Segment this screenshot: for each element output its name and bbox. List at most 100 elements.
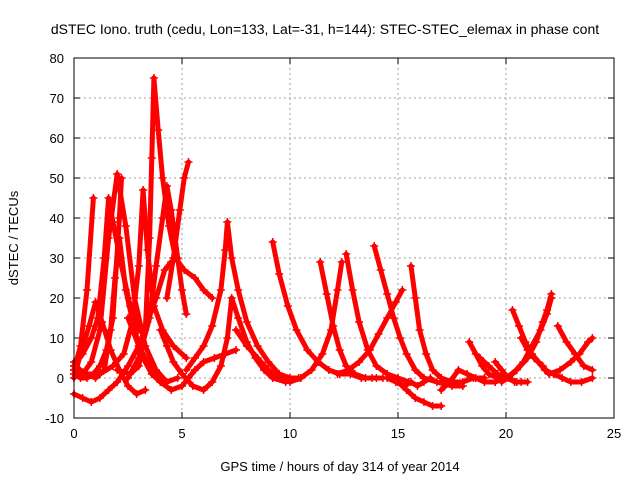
data-point	[437, 386, 446, 394]
data-point	[124, 374, 132, 382]
data-point	[566, 358, 575, 366]
data-point	[545, 370, 554, 378]
data-point	[78, 394, 87, 402]
series-line	[335, 287, 405, 377]
data-series-arc-16	[316, 258, 381, 382]
data-point	[178, 286, 186, 294]
data-point	[223, 334, 232, 342]
data-point	[396, 334, 405, 342]
data-series-arc-33	[70, 174, 126, 382]
data-point	[216, 362, 225, 370]
data-series-arc-32	[545, 334, 597, 378]
data-point	[428, 402, 437, 410]
data-point	[117, 174, 126, 182]
data-point	[98, 318, 107, 326]
data-series-arc-23	[437, 366, 500, 394]
data-point	[547, 294, 556, 302]
y-tick-label: 60	[50, 131, 64, 146]
data-point	[437, 402, 446, 410]
data-series-arc-22	[383, 374, 435, 390]
y-tick-label: 30	[50, 251, 64, 266]
data-point	[242, 318, 251, 326]
data-point	[108, 362, 117, 370]
data-point	[167, 386, 176, 394]
data-point	[82, 374, 91, 382]
data-point	[329, 322, 338, 330]
data-point	[514, 322, 523, 330]
data-point	[184, 158, 193, 166]
data-point	[162, 342, 171, 350]
chart-title: dSTEC Iono. truth (cedu, Lon=133, Lat=-3…	[51, 21, 599, 37]
data-point	[182, 354, 191, 362]
data-point	[314, 358, 323, 366]
data-series-arc-13	[182, 218, 305, 382]
data-point	[190, 366, 199, 374]
data-point	[132, 390, 141, 398]
data-point	[411, 366, 420, 374]
data-point	[517, 334, 526, 342]
data-point	[216, 286, 225, 294]
data-point	[419, 398, 428, 406]
data-point	[227, 294, 236, 302]
data-point	[87, 398, 96, 406]
data-point	[124, 362, 132, 370]
data-point	[91, 298, 100, 306]
data-point	[476, 354, 485, 362]
data-point	[355, 358, 364, 366]
data-point	[180, 174, 189, 182]
data-point	[145, 234, 154, 242]
data-point	[162, 182, 171, 190]
data-point	[374, 330, 383, 338]
data-point	[575, 350, 584, 358]
data-point	[484, 362, 493, 370]
data-point	[82, 286, 91, 294]
data-point	[104, 194, 113, 202]
data-layer	[70, 74, 597, 410]
data-point	[134, 342, 143, 350]
y-tick-label: -10	[45, 411, 64, 426]
data-point	[117, 262, 126, 270]
data-point	[160, 266, 169, 274]
data-point	[87, 334, 96, 342]
x-axis-label: GPS time / hours of day 314 of year 2014	[220, 459, 459, 474]
data-point	[389, 314, 398, 322]
data-point	[95, 394, 104, 402]
data-point	[588, 366, 597, 374]
data-point	[337, 258, 346, 266]
data-point	[145, 314, 154, 322]
data-point	[296, 374, 305, 382]
data-point	[344, 366, 353, 374]
data-point	[566, 378, 575, 386]
y-tick-label: 40	[50, 211, 64, 226]
data-point	[95, 362, 104, 370]
data-point	[87, 358, 96, 366]
data-point	[400, 382, 409, 390]
data-point	[232, 326, 240, 334]
data-point	[553, 322, 562, 330]
data-point	[242, 342, 251, 350]
data-point	[372, 362, 381, 370]
data-point	[108, 314, 117, 322]
data-point	[335, 346, 344, 354]
y-tick-label: 70	[50, 91, 64, 106]
data-point	[413, 382, 422, 390]
data-point	[156, 326, 165, 334]
data-point	[264, 358, 273, 366]
data-point	[307, 366, 316, 374]
data-point	[275, 270, 284, 278]
data-point	[422, 350, 431, 358]
data-point	[134, 262, 143, 270]
data-point	[480, 378, 489, 386]
data-point	[121, 222, 130, 230]
data-point	[376, 266, 385, 274]
data-point	[113, 378, 122, 386]
data-point	[182, 310, 191, 318]
data-point	[227, 254, 236, 262]
data-point	[113, 170, 122, 178]
data-point	[199, 386, 208, 394]
data-point	[383, 374, 392, 382]
data-point	[445, 378, 454, 386]
data-point	[303, 346, 312, 354]
data-point	[113, 366, 122, 374]
data-point	[208, 294, 217, 302]
